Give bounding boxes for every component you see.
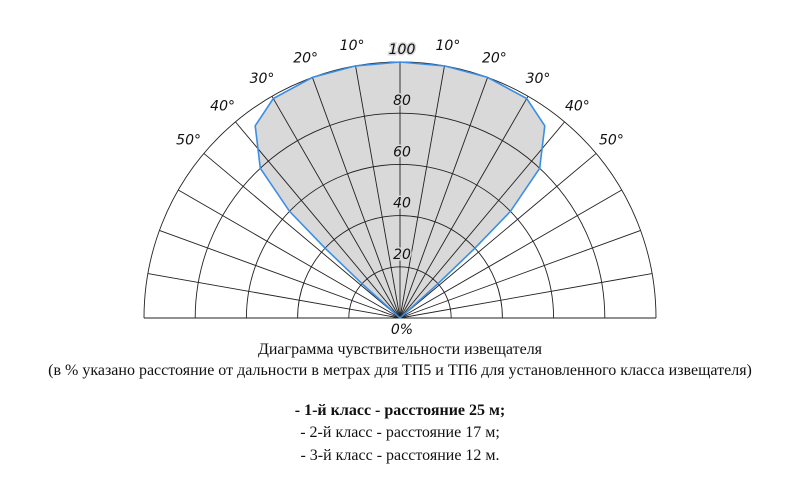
chart-title: Диаграмма чувствительности извещателя bbox=[257, 341, 543, 358]
grid-spoke bbox=[399, 77, 488, 319]
grid-spoke bbox=[355, 65, 401, 319]
ring-label: 40 bbox=[393, 196, 411, 212]
grid-spoke bbox=[312, 77, 401, 319]
grid-spoke bbox=[271, 96, 401, 319]
ring-label: 100 bbox=[389, 42, 416, 58]
grid-spoke bbox=[399, 230, 641, 319]
grid-spoke bbox=[235, 121, 401, 319]
ring-label: 60 bbox=[393, 144, 411, 160]
angle-label: 50° bbox=[599, 133, 624, 149]
ring-label: 80 bbox=[393, 93, 411, 109]
grid-spoke bbox=[178, 189, 401, 319]
angle-label: 50° bbox=[176, 133, 201, 149]
center-label: 0% bbox=[391, 322, 413, 338]
grid-spoke bbox=[203, 153, 401, 319]
grid-spoke bbox=[399, 153, 597, 319]
note: - 2-й класс - расстояние 17 м; bbox=[300, 424, 500, 441]
angle-label: 40° bbox=[565, 99, 590, 115]
grid-spoke bbox=[399, 189, 622, 319]
ring-label: 20 bbox=[393, 247, 411, 263]
note: - 3-й класс - расстояние 12 м. bbox=[300, 447, 500, 464]
grid-spoke bbox=[399, 65, 445, 319]
sensitivity-outline bbox=[254, 61, 546, 319]
note: - 1-й класс - расстояние 25 м; bbox=[294, 402, 506, 419]
angle-label: 10° bbox=[340, 38, 365, 54]
angle-label: 20° bbox=[482, 51, 507, 67]
grid-spoke bbox=[159, 230, 401, 319]
grid-spoke bbox=[399, 121, 565, 319]
grid-spoke bbox=[147, 273, 401, 319]
chart-subtitle: (в % указано расстояние от дальности в м… bbox=[48, 362, 752, 379]
grid-spoke bbox=[399, 96, 529, 319]
angle-label: 40° bbox=[210, 99, 235, 115]
angle-label: 20° bbox=[293, 51, 318, 67]
chart: 50° 40° 30° 20° 10° 10° 20° 30° 40° 50° 20 40 60 80 10… bbox=[143, 38, 657, 338]
grid-spoke bbox=[399, 273, 653, 319]
angle-label: 10° bbox=[436, 38, 461, 54]
angle-label: 30° bbox=[526, 71, 551, 87]
angle-label: 30° bbox=[250, 71, 275, 87]
